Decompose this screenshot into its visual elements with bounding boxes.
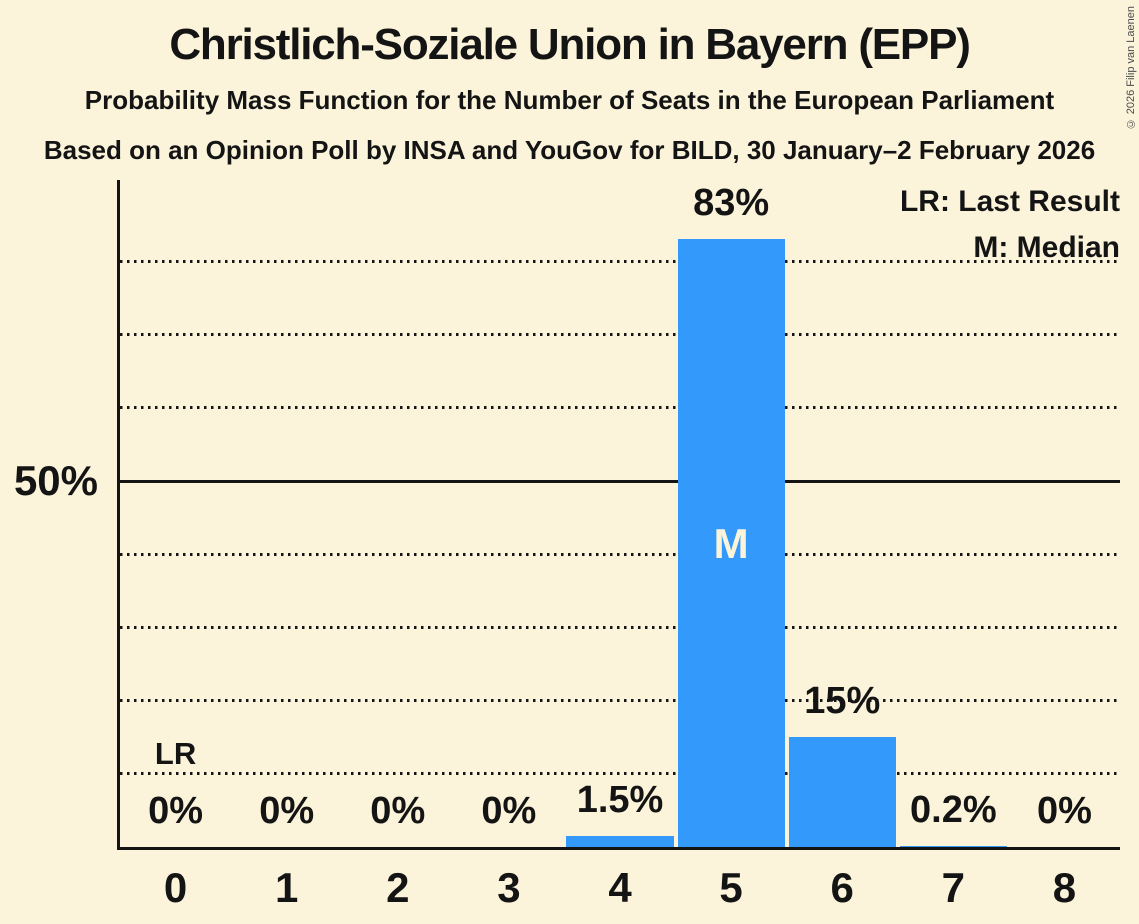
x-tick-label-2: 2 xyxy=(386,864,410,911)
chart-title: Christlich-Soziale Union in Bayern (EPP) xyxy=(169,20,971,69)
x-tick-label-4: 4 xyxy=(608,864,632,911)
bar-label-seat-0: 0% xyxy=(148,790,204,832)
x-axis-line xyxy=(117,847,1120,850)
gridline-70-percent xyxy=(120,333,1120,337)
x-tick-label-8: 8 xyxy=(1052,864,1077,911)
gridline-40-percent xyxy=(120,552,1120,556)
x-tick-label-3: 3 xyxy=(497,864,521,911)
median-marker-label: M xyxy=(713,520,749,567)
bar-seat-7 xyxy=(899,845,1007,847)
legend-median: M: Median xyxy=(973,231,1120,264)
chart-subtitle: Probability Mass Function for the Number… xyxy=(84,85,1055,115)
gridline-10-percent xyxy=(120,772,1120,776)
bar-label-seat-5: 83% xyxy=(693,182,770,225)
gridline-30-percent xyxy=(120,625,1120,629)
gridline-60-percent xyxy=(120,406,1120,410)
x-tick-label-7: 7 xyxy=(941,864,966,911)
gridline-80-percent xyxy=(120,259,1120,263)
x-tick-label-5: 5 xyxy=(719,864,743,911)
gridline-50-percent-solid xyxy=(120,479,1120,483)
bar-label-seat-2: 0% xyxy=(370,790,426,832)
legend-last-result: LR: Last Result xyxy=(899,185,1120,218)
bar-label-seat-3: 0% xyxy=(481,790,537,832)
bar-label-seat-7: 0.2% xyxy=(910,788,997,831)
gridline-20-percent xyxy=(120,699,1120,703)
x-tick-label-1: 1 xyxy=(274,864,299,911)
bar-seat-6 xyxy=(788,737,896,847)
bar-label-seat-1: 0% xyxy=(259,790,315,832)
last-result-marker-label: LR xyxy=(154,736,197,771)
bar-label-seat-4: 1.5% xyxy=(576,779,664,822)
bar-seat-4 xyxy=(566,836,674,847)
x-tick-label-6: 6 xyxy=(830,864,854,911)
y-axis-50-percent-label: 50% xyxy=(13,457,98,504)
bar-label-seat-8: 0% xyxy=(1036,790,1092,832)
x-tick-label-0: 0 xyxy=(163,864,188,911)
bar-label-seat-6: 15% xyxy=(804,680,881,723)
y-axis-line xyxy=(117,180,120,850)
poll-details-subtitle: Based on an Opinion Poll by INSA and You… xyxy=(43,135,1096,165)
bar-seat-5 xyxy=(677,239,785,847)
